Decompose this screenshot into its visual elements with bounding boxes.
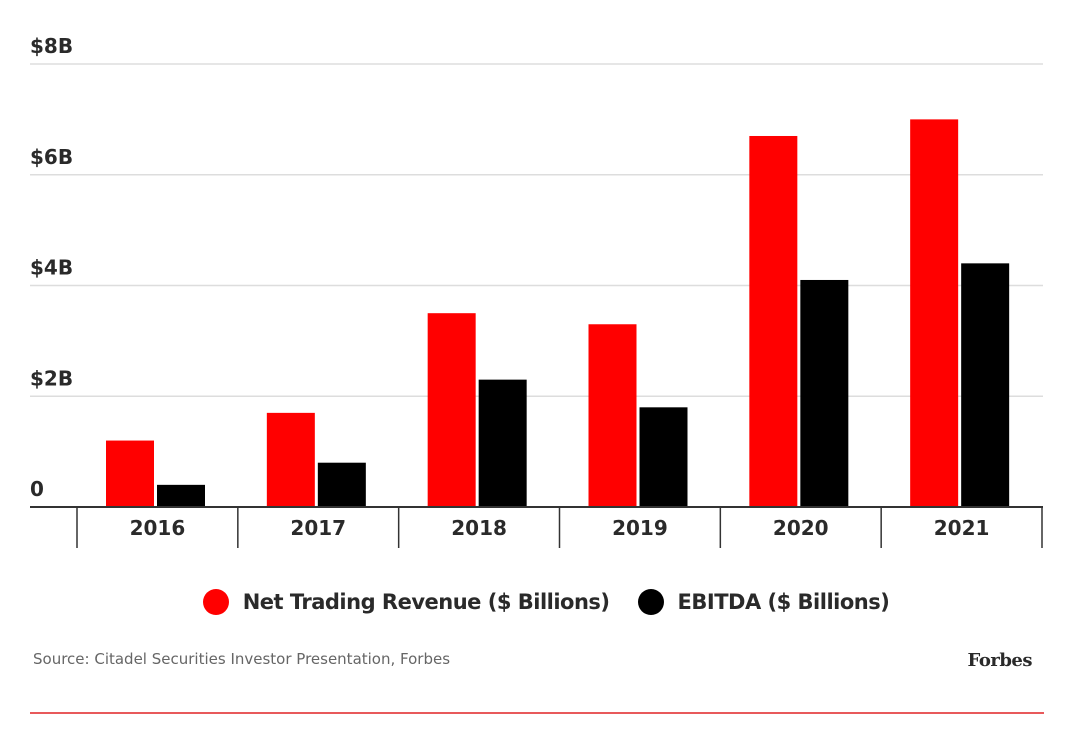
bar-ebitda-2021 [961,263,1010,507]
bars [106,119,1010,508]
forbes-logo: Forbes [967,650,1033,671]
bar-net-trading-revenue-2016 [106,440,154,507]
y-tick-label: $6B [30,145,73,169]
y-tick-label: $8B [30,34,73,58]
footer-divider [30,712,1044,714]
bar-net-trading-revenue-2018 [427,313,476,507]
legend-swatch-black-dot-icon [637,589,664,615]
x-tick-label: 2018 [451,516,507,540]
legend: Net Trading Revenue ($ Billions) EBITDA … [0,584,1080,620]
gridlines [30,63,1043,397]
bar-ebitda-2017 [317,462,366,507]
bar-net-trading-revenue-2017 [266,412,315,507]
legend-swatch-red-dot-icon [202,589,229,615]
x-axis-ticks: 2016 2017 2018 2019 2020 2021 [130,516,990,540]
bar-net-trading-revenue-2021 [910,119,959,507]
x-axis [30,506,1043,548]
y-tick-label: 0 [30,477,44,501]
bar-net-trading-revenue-2019 [588,324,637,507]
x-tick-label: 2016 [130,516,186,540]
legend-item-net-trading-revenue: Net Trading Revenue ($ Billions) [191,589,610,615]
x-tick-label: 2017 [290,516,346,540]
bar-net-trading-revenue-2020 [749,135,798,508]
legend-label: Net Trading Revenue ($ Billions) [242,590,610,614]
y-tick-label: $4B [30,256,73,280]
x-tick-label: 2019 [612,516,668,540]
x-tick-label: 2020 [773,516,829,540]
legend-label: EBITDA ($ Billions) [677,590,890,614]
bar-ebitda-2020 [800,279,849,507]
bar-ebitda-2018 [478,379,527,507]
y-axis-ticks: 0 $2B $4B $6B $8B [30,34,73,501]
y-tick-label: $2B [30,366,73,390]
bar-ebitda-2016 [157,484,205,507]
bar-ebitda-2019 [639,407,688,507]
source-note: Source: Citadel Securities Investor Pres… [33,650,451,668]
legend-item-ebitda: EBITDA ($ Billions) [626,589,890,615]
x-tick-label: 2021 [934,516,990,540]
